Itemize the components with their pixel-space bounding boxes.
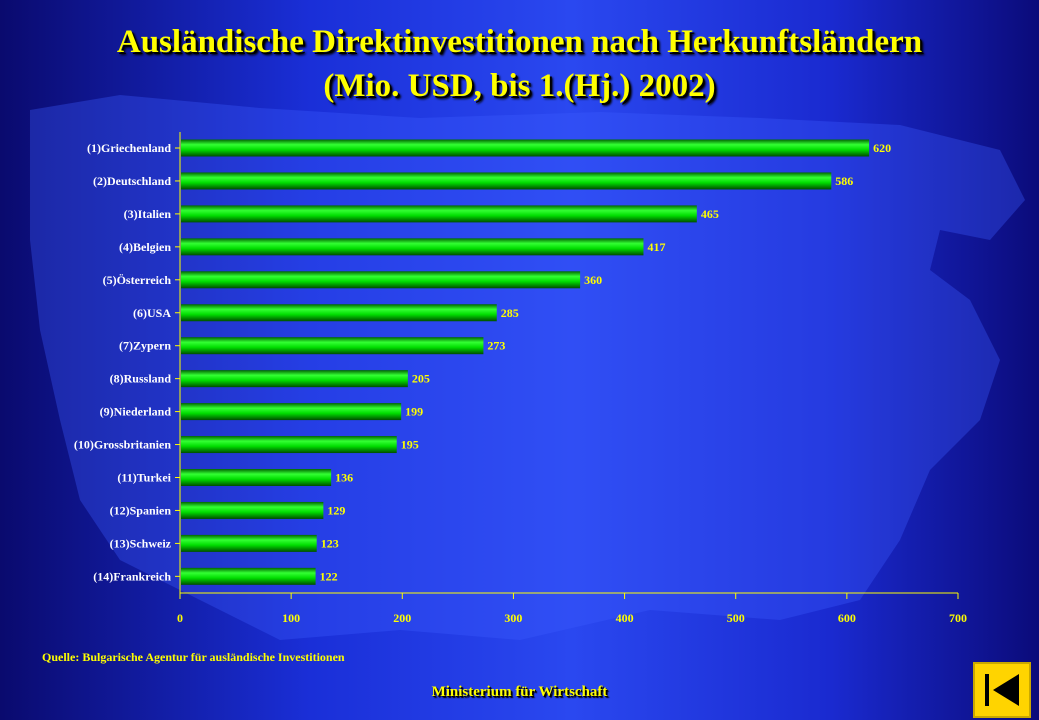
- data-label: 195: [401, 438, 419, 452]
- x-tick-label: 700: [949, 611, 967, 625]
- data-label: 273: [487, 339, 505, 353]
- bar: [181, 469, 332, 486]
- data-label: 586: [835, 174, 853, 188]
- category-label: (4)Belgien: [119, 240, 171, 254]
- category-label: (13)Schweiz: [110, 536, 172, 550]
- bar: [181, 403, 402, 421]
- x-tick-label: 600: [838, 611, 856, 625]
- bar: [181, 172, 832, 190]
- data-label: 122: [320, 569, 338, 583]
- source-note: Quelle: Bulgarische Agentur für ausländi…: [42, 650, 345, 664]
- category-label: (2)Deutschland: [93, 174, 171, 188]
- data-label: 417: [647, 240, 665, 254]
- data-label: 465: [701, 207, 719, 221]
- category-label: (3)Italien: [124, 207, 172, 221]
- category-label: (7)Zypern: [119, 339, 171, 353]
- category-label: (14)Frankreich: [93, 569, 171, 583]
- data-label: 123: [321, 536, 339, 550]
- bar: [181, 370, 408, 388]
- x-tick-label: 400: [616, 611, 634, 625]
- chart-title-line-2: (Mio. USD, bis 1.(Hj.) 2002): [323, 68, 716, 104]
- bar: [181, 501, 324, 519]
- category-label: (1)Griechenland: [87, 141, 171, 155]
- x-tick-label: 0: [177, 611, 183, 625]
- bar: [181, 271, 581, 289]
- x-tick-label: 500: [727, 611, 745, 625]
- chart-title-line-1: Ausländische Direktinvestitionen nach He…: [116, 24, 923, 60]
- bar: [181, 436, 397, 454]
- bar: [181, 238, 644, 256]
- data-label: 199: [405, 405, 423, 419]
- category-label: (8)Russland: [110, 372, 172, 386]
- bar: [181, 205, 697, 223]
- category-label: (5)Österreich: [103, 273, 172, 287]
- category-label: (10)Grossbritanien: [74, 438, 171, 452]
- data-label: 136: [335, 471, 353, 485]
- end-icon: [985, 674, 1019, 706]
- plot-area: [180, 132, 958, 592]
- x-tick-label: 200: [393, 611, 411, 625]
- bar: [181, 139, 870, 157]
- category-label: (12)Spanien: [110, 503, 172, 517]
- bar: [181, 337, 484, 355]
- bar: [181, 304, 497, 322]
- data-label: 129: [327, 503, 345, 517]
- category-label: (6)USA: [133, 306, 171, 320]
- x-tick-label: 100: [282, 611, 300, 625]
- category-label: (11)Turkei: [117, 471, 171, 485]
- bar: [181, 567, 316, 585]
- data-label: 205: [412, 372, 430, 386]
- footer-ministry: Ministerium für Wirtschaft: [431, 684, 608, 700]
- category-label: (9)Niederland: [100, 405, 172, 419]
- end-slide-button[interactable]: [973, 662, 1031, 718]
- x-tick-label: 300: [504, 611, 522, 625]
- data-label: 285: [501, 306, 519, 320]
- bar: [181, 534, 317, 552]
- data-label: 360: [584, 273, 602, 287]
- data-label: 620: [873, 141, 891, 155]
